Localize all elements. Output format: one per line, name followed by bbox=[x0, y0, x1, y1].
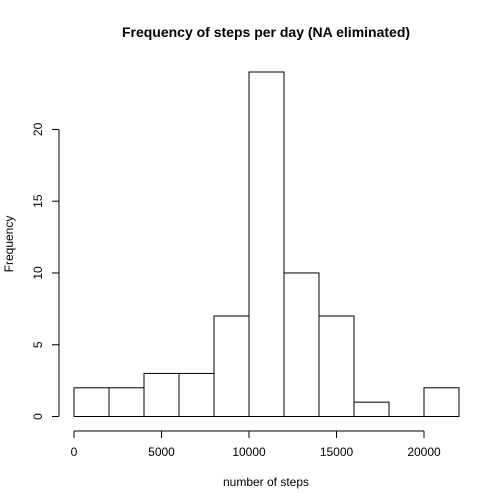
y-tick-label: 10 bbox=[31, 266, 45, 280]
histogram-bar bbox=[423, 387, 460, 417]
histogram-bar bbox=[143, 372, 180, 417]
histogram-bar bbox=[248, 71, 285, 417]
y-axis-label: Frequency bbox=[2, 216, 16, 273]
histogram-bar bbox=[318, 315, 355, 418]
x-tick-label: 15000 bbox=[320, 445, 354, 459]
x-axis-label: number of steps bbox=[223, 475, 309, 489]
y-axis: 0 5 10 15 20 bbox=[31, 122, 60, 420]
x-tick-label: 20000 bbox=[407, 445, 441, 459]
x-axis: 0 5000 10000 15000 20000 bbox=[71, 430, 441, 459]
histogram-bar bbox=[73, 387, 110, 417]
histogram-bar bbox=[353, 401, 390, 418]
y-tick-label: 20 bbox=[31, 122, 45, 136]
y-tick-label: 0 bbox=[31, 413, 45, 420]
chart-title: Frequency of steps per day (NA eliminate… bbox=[122, 24, 410, 40]
y-tick-label: 15 bbox=[31, 194, 45, 208]
x-tick-label: 0 bbox=[71, 445, 78, 459]
histogram-bar bbox=[178, 372, 215, 417]
histogram-bar bbox=[213, 315, 250, 418]
y-tick-label: 5 bbox=[31, 341, 45, 348]
x-tick-label: 10000 bbox=[232, 445, 266, 459]
histogram-bar bbox=[283, 272, 320, 418]
bars-group bbox=[73, 71, 460, 418]
histogram-bar bbox=[108, 387, 145, 417]
x-tick-label: 5000 bbox=[148, 445, 175, 459]
